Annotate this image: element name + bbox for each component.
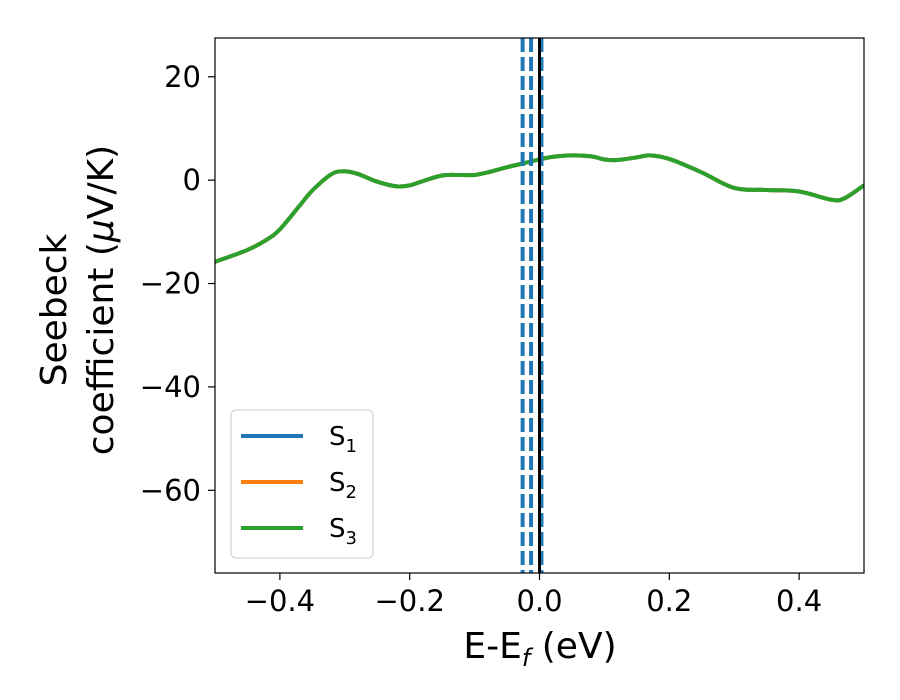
x-tick-label: 0.0 [516,584,562,618]
y-axis-label-line1: Seebeck [34,233,75,386]
y-tick-label: −60 [140,473,201,507]
plot-lines [215,153,864,264]
y-axis-label-suffix: V/K) [81,145,122,219]
legend-label-s3: S3 [329,514,357,549]
y-axis-label-line2: coefficient (μV/K) [81,145,122,455]
x-axis-label-main: E-E [463,626,521,667]
x-tick-label: 0.2 [646,584,692,618]
x-tick-label: −0.2 [374,584,444,618]
y-axis-ticks: 20 0 −20 −40 −60 [140,60,215,507]
x-tick-label: 0.4 [776,584,822,618]
y-axis-label-mu: μ [81,219,122,243]
series-line-s3 [215,153,864,264]
y-tick-label: −20 [140,267,201,301]
legend-items: S1 S2 S3 [241,422,357,549]
legend-label-s1: S1 [329,422,357,457]
y-axis-label-prefix: coefficient ( [81,242,122,455]
legend-label-s2: S2 [329,468,357,503]
legend: S1 S2 S3 [230,409,374,559]
y-tick-label: 20 [164,60,201,94]
x-tick-label: −0.4 [245,584,315,618]
vertical-reference-lines [520,38,544,573]
y-tick-label: 0 [183,163,201,197]
y-tick-label: −40 [140,370,201,404]
x-axis-ticks: −0.4 −0.2 0.0 0.2 0.4 [245,573,822,618]
x-axis-label: E-Ef (eV) [463,626,616,672]
x-axis-label-tail: (eV) [530,626,616,667]
